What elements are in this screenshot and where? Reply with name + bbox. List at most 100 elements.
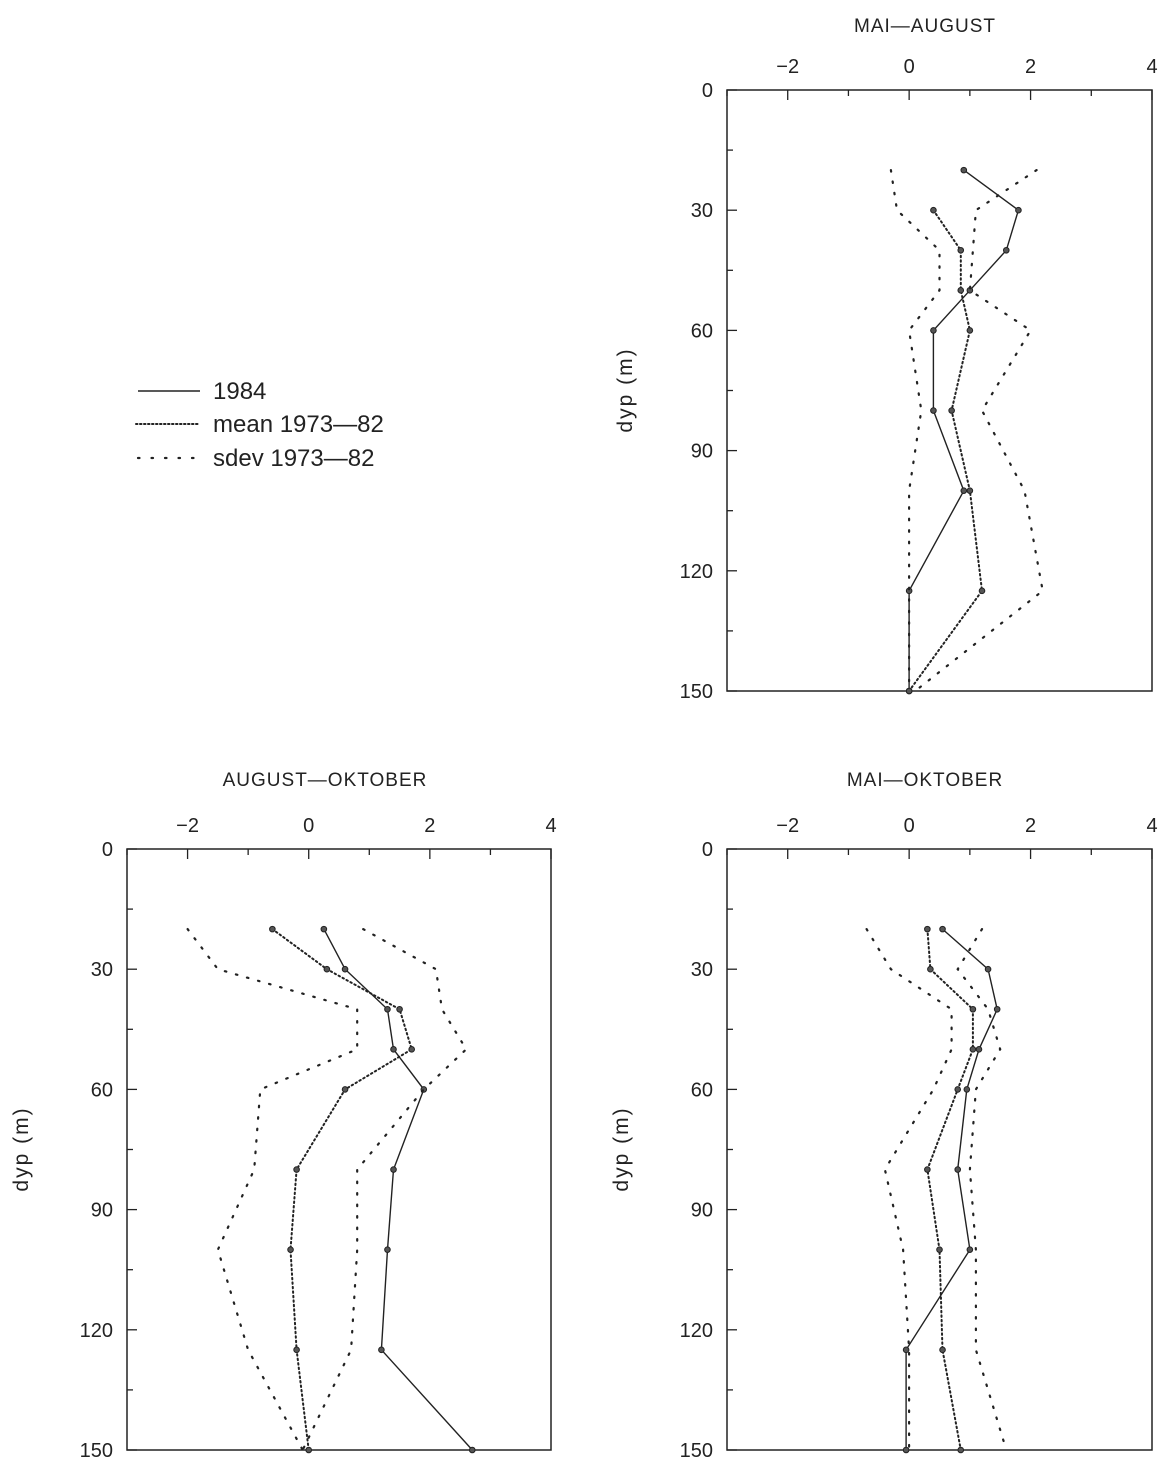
x-tick-label: 4 <box>1146 56 1157 78</box>
data-point-mean <box>957 1446 965 1454</box>
x-tick-label: −2 <box>776 56 799 78</box>
y-axis-label: dyp (m) <box>10 1106 33 1191</box>
legend: 1984 mean 1973—82 sdev 1973—82 <box>135 378 384 472</box>
panel-mai-oktober: MAI—OKTOBER dyp (m) −2 0 2 4 0 30 60 90 120 150 <box>610 770 1158 1462</box>
x-tick-label: 2 <box>1025 56 1036 78</box>
panel-title: AUGUST—OKTOBER <box>223 770 428 791</box>
data-point-mean <box>969 1005 977 1013</box>
data-point-mean <box>966 487 974 494</box>
x-tick-label: 2 <box>424 815 435 837</box>
data-point-1984 <box>902 1346 910 1354</box>
data-point-1984 <box>960 487 968 494</box>
y-tick-label: 150 <box>80 1440 113 1462</box>
y-tick-label: 150 <box>680 1440 713 1462</box>
y-tick-label: 150 <box>680 681 713 703</box>
y-tick-label: 0 <box>702 839 713 861</box>
series-line-sdev <box>914 169 1044 693</box>
x-tick-label: 0 <box>904 56 915 78</box>
plot-frame <box>726 848 1153 1451</box>
data-point-mean <box>957 287 965 294</box>
x-tick-label: −2 <box>776 815 799 837</box>
data-point-1984 <box>930 407 937 414</box>
y-tick-label: 60 <box>91 1079 113 1101</box>
panel-august-oktober: AUGUST—OKTOBER dyp (m) −2 0 2 4 0 30 60 90 120 15… <box>10 770 557 1462</box>
data-point-mean <box>287 1246 294 1253</box>
panel-title: MAI—OKTOBER <box>847 770 1003 791</box>
legend-label-1984: 1984 <box>213 378 266 405</box>
data-point-1984 <box>1002 246 1010 254</box>
y-tick-label: 0 <box>702 80 713 102</box>
x-tick-label: −2 <box>176 815 199 837</box>
y-tick-label: 90 <box>91 1200 113 1222</box>
data-point-mean <box>966 327 974 334</box>
y-tick-label: 30 <box>91 959 113 981</box>
data-point-mean <box>936 1246 943 1253</box>
data-point-1984 <box>954 1166 962 1173</box>
y-tick-label: 30 <box>691 959 713 981</box>
data-point-1984 <box>320 925 328 933</box>
panel-mai-august: MAI—AUGUST dyp (m) −2 0 2 4 0 30 60 90 120 150 <box>614 16 1158 703</box>
x-tick-label: 4 <box>1146 815 1157 837</box>
data-point-1984 <box>963 1086 971 1093</box>
series-line-mean <box>926 928 974 1451</box>
data-point-1984 <box>341 965 349 973</box>
data-point-1984 <box>966 1246 974 1253</box>
x-tick-label: 4 <box>545 815 556 837</box>
series-line-sdev <box>889 169 941 693</box>
series-line-mean <box>908 209 984 692</box>
data-point-mean <box>293 1346 300 1354</box>
data-point-mean <box>305 1446 313 1454</box>
series-line-mean <box>271 928 413 1451</box>
series-line-sdev <box>956 927 1008 1452</box>
data-point-1984 <box>1015 206 1022 214</box>
data-point-mean <box>954 1086 962 1093</box>
data-point-mean <box>939 1346 946 1354</box>
data-point-mean <box>341 1086 349 1093</box>
x-tick-label: 0 <box>303 815 314 837</box>
series-line-1984 <box>905 928 998 1450</box>
data-point-1984 <box>378 1346 385 1354</box>
y-tick-label: 60 <box>691 320 713 342</box>
y-tick-label: 60 <box>691 1079 713 1101</box>
y-axis-label: dyp (m) <box>610 1106 633 1191</box>
y-tick-label: 90 <box>691 441 713 463</box>
data-point-mean <box>930 206 937 214</box>
data-point-1984 <box>960 166 968 174</box>
data-point-1984 <box>975 1046 983 1053</box>
data-point-mean <box>924 925 931 933</box>
legend-label-sdev: sdev 1973—82 <box>213 445 374 472</box>
data-point-1984 <box>384 1246 391 1253</box>
plot-frame <box>726 89 1153 692</box>
panel-title: MAI—AUGUST <box>854 16 996 37</box>
y-tick-label: 90 <box>691 1200 713 1222</box>
y-tick-label: 120 <box>680 1320 713 1342</box>
y-tick-label: 120 <box>80 1320 113 1342</box>
data-point-1984 <box>930 327 937 334</box>
data-point-1984 <box>993 1005 1001 1013</box>
y-tick-label: 120 <box>680 561 713 583</box>
legend-label-mean: mean 1973—82 <box>213 411 384 438</box>
data-point-mean <box>269 925 276 933</box>
data-point-mean <box>957 246 965 254</box>
data-point-mean <box>293 1166 300 1173</box>
data-point-1984 <box>468 1446 476 1454</box>
data-point-1984 <box>390 1046 397 1053</box>
data-point-mean <box>969 1046 977 1053</box>
x-tick-label: 0 <box>904 815 915 837</box>
series-line-sdev <box>186 927 359 1452</box>
data-point-mean <box>408 1046 415 1053</box>
y-tick-label: 30 <box>691 200 713 222</box>
data-point-mean <box>978 587 986 595</box>
data-point-1984 <box>984 965 992 973</box>
data-point-1984 <box>939 925 946 933</box>
series-line-1984 <box>908 169 1020 691</box>
data-point-mean <box>396 1005 403 1013</box>
data-point-mean <box>924 1166 931 1173</box>
data-point-mean <box>323 965 331 973</box>
data-point-mean <box>927 965 934 973</box>
data-point-mean <box>948 407 955 414</box>
plot-frame <box>126 848 552 1451</box>
x-tick-label: 2 <box>1025 815 1036 837</box>
y-tick-label: 0 <box>102 839 113 861</box>
